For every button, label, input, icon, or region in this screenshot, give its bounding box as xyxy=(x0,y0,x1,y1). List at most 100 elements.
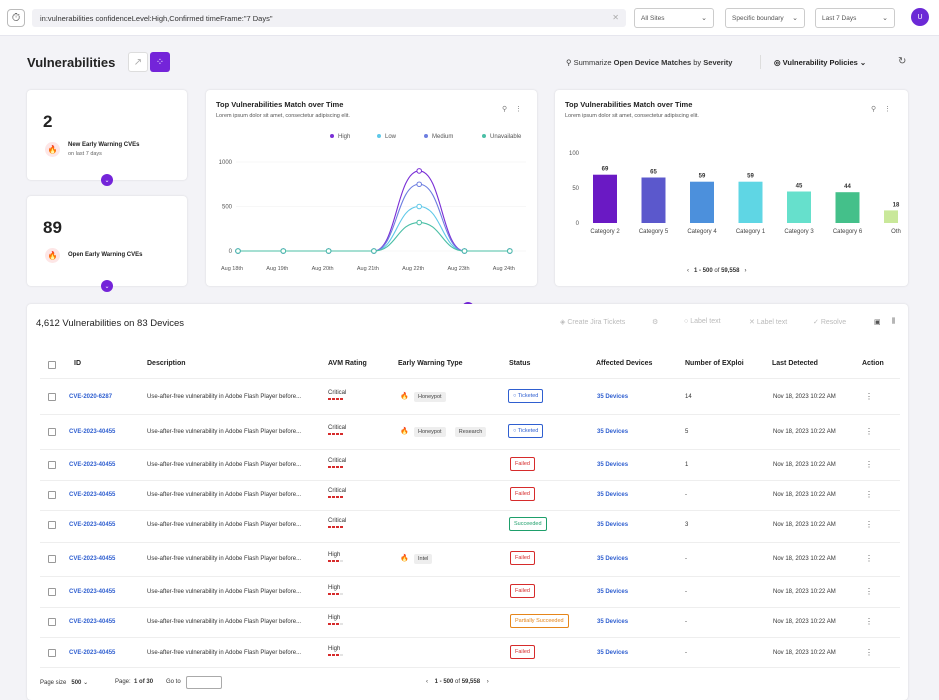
affected-devices-link[interactable]: 35 Devices xyxy=(597,619,629,625)
status-badge[interactable]: Failed xyxy=(510,457,535,471)
cve-id-link[interactable]: CVE-2023-40455 xyxy=(69,619,116,625)
more-actions-icon[interactable]: ⋮ xyxy=(865,490,873,499)
legend-item[interactable]: Low xyxy=(377,134,396,140)
clear-search-icon[interactable]: ✕ xyxy=(612,13,619,22)
column-header-last-detected[interactable]: Last Detected xyxy=(772,360,818,367)
trend-view-button[interactable]: ↗ xyxy=(128,52,148,72)
cve-id-link[interactable]: CVE-2023-40455 xyxy=(69,462,116,468)
goto-page-input[interactable] xyxy=(186,676,222,689)
prev-page-icon[interactable]: ‹ xyxy=(426,679,428,685)
create-jira-button[interactable]: ◈ Create Jira Tickets xyxy=(560,318,625,326)
data-point[interactable] xyxy=(235,248,241,254)
timeframe-dropdown[interactable]: Last 7 Days ⌄ xyxy=(815,8,895,28)
data-point[interactable] xyxy=(416,168,422,174)
affected-devices-link[interactable]: 35 Devices xyxy=(597,492,629,498)
legend-item[interactable]: High xyxy=(330,134,350,140)
status-badge[interactable]: Failed xyxy=(510,584,535,598)
column-header-avm-rating[interactable]: AVM Rating xyxy=(328,360,367,367)
bar[interactable] xyxy=(884,210,898,223)
bar[interactable] xyxy=(641,177,666,224)
more-actions-icon[interactable]: ⋮ xyxy=(865,520,873,529)
column-header-exploits[interactable]: Number of EXploi xyxy=(685,360,744,367)
data-point[interactable] xyxy=(507,248,513,254)
bar[interactable] xyxy=(593,174,617,223)
data-point[interactable] xyxy=(416,181,422,188)
more-actions-icon[interactable]: ⋮ xyxy=(865,392,873,401)
column-header-status[interactable]: Status xyxy=(509,360,531,367)
remove-label-button[interactable]: ✕ Label text xyxy=(749,318,787,326)
bar[interactable] xyxy=(690,181,714,223)
cve-id-link[interactable]: CVE-2020-6287 xyxy=(69,394,113,400)
history-icon[interactable]: ⏱ xyxy=(7,9,25,27)
filter-icon[interactable]: ⚲ xyxy=(871,106,885,113)
status-badge[interactable]: Failed xyxy=(510,645,535,659)
widget-view-button[interactable]: ⁘ xyxy=(150,52,170,72)
data-point[interactable] xyxy=(416,219,422,226)
status-badge[interactable]: ○ Ticketed xyxy=(508,424,544,438)
export-icon[interactable]: ▣ xyxy=(874,319,881,326)
more-actions-icon[interactable]: ⋮ xyxy=(865,587,873,596)
affected-devices-link[interactable]: 35 Devices xyxy=(597,522,629,528)
status-badge[interactable]: Failed xyxy=(510,551,535,565)
refresh-icon[interactable]: ↻ xyxy=(898,56,907,67)
affected-devices-link[interactable]: 35 Devices xyxy=(597,429,629,435)
column-header-early-warning[interactable]: Early Warning Type xyxy=(398,360,463,367)
more-icon[interactable]: ⋮ xyxy=(884,106,900,113)
affected-devices-link[interactable]: 35 Devices xyxy=(597,462,629,468)
affected-devices-link[interactable]: 35 Devices xyxy=(597,650,629,656)
data-point[interactable] xyxy=(416,203,422,210)
data-point[interactable] xyxy=(325,248,332,254)
cve-id-link[interactable]: CVE-2023-40455 xyxy=(69,650,116,656)
expand-button[interactable]: ⌄ xyxy=(101,174,113,186)
prev-page-icon[interactable]: ‹ xyxy=(687,268,689,274)
more-actions-icon[interactable]: ⋮ xyxy=(865,460,873,469)
expand-button[interactable]: ⌄ xyxy=(101,280,113,292)
more-actions-icon[interactable]: ⋮ xyxy=(865,554,873,563)
row-checkbox[interactable] xyxy=(48,491,56,499)
status-badge[interactable]: Partially Succeeded xyxy=(510,614,569,628)
legend-item[interactable]: Unavailable xyxy=(482,134,521,140)
more-actions-icon[interactable]: ⋮ xyxy=(865,427,873,436)
column-header-affected-devices[interactable]: Affected Devices xyxy=(596,360,653,367)
more-actions-icon[interactable]: ⋮ xyxy=(865,617,873,626)
status-badge[interactable]: Failed xyxy=(510,487,535,501)
bar[interactable] xyxy=(787,191,811,224)
columns-icon[interactable]: ⫼ xyxy=(892,318,896,325)
sites-dropdown[interactable]: All Sites ⌄ xyxy=(634,8,714,28)
cve-id-link[interactable]: CVE-2023-40455 xyxy=(69,522,116,528)
row-checkbox[interactable] xyxy=(48,588,56,596)
affected-devices-link[interactable]: 35 Devices xyxy=(597,394,629,400)
affected-devices-link[interactable]: 35 Devices xyxy=(597,589,629,595)
filter-icon[interactable]: ⚲ xyxy=(502,106,516,113)
row-checkbox[interactable] xyxy=(48,618,56,626)
status-badge[interactable]: ○ Ticketed xyxy=(508,389,544,403)
row-checkbox[interactable] xyxy=(48,649,56,657)
cve-id-link[interactable]: CVE-2023-40455 xyxy=(69,429,116,435)
next-page-icon[interactable]: › xyxy=(486,679,489,685)
settings-icon[interactable]: ⚙ xyxy=(652,319,659,326)
cve-id-link[interactable]: CVE-2023-40455 xyxy=(69,556,116,562)
next-page-icon[interactable]: › xyxy=(744,268,747,274)
column-header-description[interactable]: Description xyxy=(147,360,186,367)
search-input[interactable]: in:vulnerabilities confidenceLevel:High,… xyxy=(32,9,626,27)
row-checkbox[interactable] xyxy=(48,461,56,469)
status-badge[interactable]: Succeeded xyxy=(509,517,547,531)
column-header-id[interactable]: ID xyxy=(74,360,81,367)
cve-id-link[interactable]: CVE-2023-40455 xyxy=(69,492,116,498)
legend-item[interactable]: Medium xyxy=(424,134,453,140)
summarize-control[interactable]: ⚲ Summarize Open Device Matches by Sever… xyxy=(566,58,732,67)
data-point[interactable] xyxy=(371,248,377,254)
page-size-control[interactable]: Page size 500 ⌄ xyxy=(40,679,88,686)
bar[interactable] xyxy=(738,181,763,223)
affected-devices-link[interactable]: 35 Devices xyxy=(597,556,629,562)
row-checkbox[interactable] xyxy=(48,555,56,563)
row-checkbox[interactable] xyxy=(48,428,56,436)
row-checkbox[interactable] xyxy=(48,393,56,401)
row-checkbox[interactable] xyxy=(48,521,56,529)
cve-id-link[interactable]: CVE-2023-40455 xyxy=(69,589,116,595)
resolve-button[interactable]: ✓ Resolve xyxy=(813,318,846,326)
more-actions-icon[interactable]: ⋮ xyxy=(865,648,873,657)
label-button[interactable]: ○ Label text xyxy=(684,318,721,325)
avatar[interactable]: U xyxy=(911,8,929,26)
vulnerability-policies-dropdown[interactable]: ◎ Vulnerability Policies ⌄ xyxy=(774,58,866,67)
